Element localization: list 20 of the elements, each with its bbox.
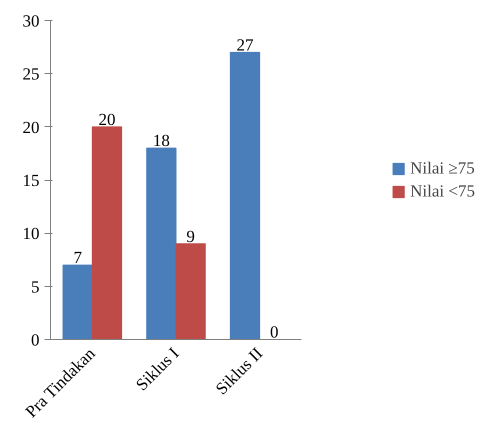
data-label: 20 <box>98 110 116 129</box>
y-tick-label: 25 <box>22 64 40 84</box>
data-label: 27 <box>236 35 254 54</box>
data-label: 0 <box>270 322 279 342</box>
data-label: 7 <box>73 248 82 268</box>
bar <box>92 126 122 340</box>
legend-label: Nilai ≥75 <box>410 158 475 178</box>
legend-label: Nilai <75 <box>410 181 475 201</box>
bar <box>146 148 176 340</box>
data-label: 9 <box>186 226 195 246</box>
bar <box>175 243 206 340</box>
y-tick-label: 5 <box>31 277 40 296</box>
y-tick-label: 20 <box>22 118 40 137</box>
y-tick-label: 10 <box>22 224 40 244</box>
bar <box>230 52 260 340</box>
y-tick-label: 15 <box>22 171 40 190</box>
y-tick-label: 30 <box>22 12 40 30</box>
y-tick-label: 0 <box>31 330 40 350</box>
bar <box>62 264 93 340</box>
data-label: 18 <box>152 131 170 150</box>
